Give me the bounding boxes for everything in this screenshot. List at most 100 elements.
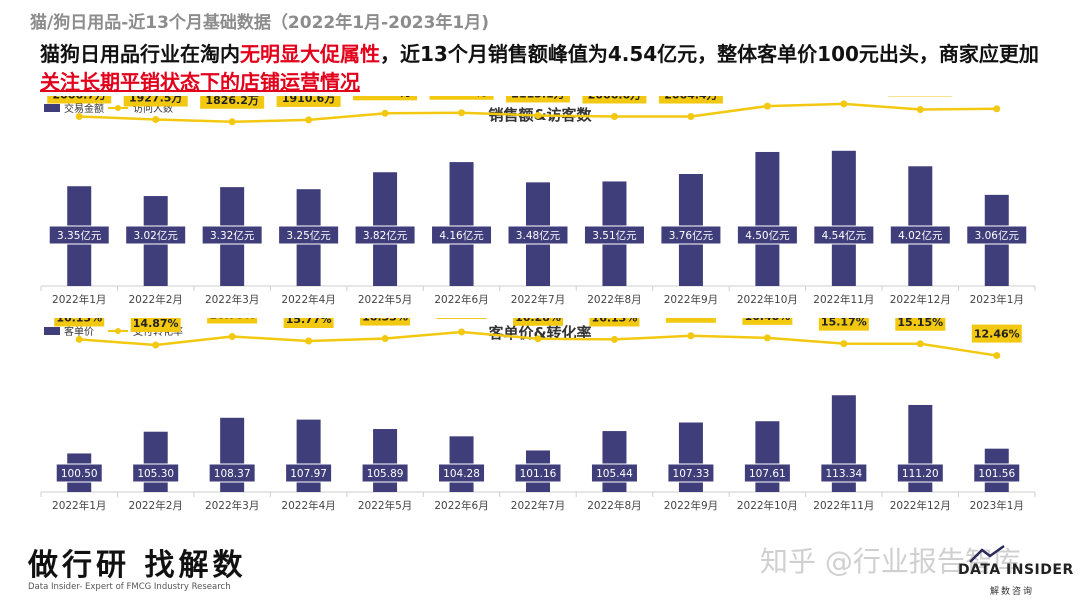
bar-value-label: 113.34 [825, 468, 862, 480]
legend-line-marker [115, 105, 121, 111]
bar-label-box [667, 463, 715, 483]
bar-value-label: 4.02亿元 [898, 229, 943, 242]
x-tick-label: 2022年7月 [511, 293, 565, 306]
footer-slogan: 做行研 找解数 [28, 548, 247, 583]
line-point-1 [75, 112, 83, 120]
line-label-box [47, 96, 112, 104]
x-tick-label: 2022年7月 [511, 499, 565, 512]
bar-label-box [896, 463, 944, 483]
bar-label-box [431, 225, 493, 245]
bar-label-box [201, 225, 263, 245]
line-value-label: 16.96% [668, 318, 714, 321]
line-value-label: 16.33% [362, 318, 408, 324]
footer-subtitle: Data Insider- Expert of FMCG Industry Re… [28, 582, 231, 592]
x-tick-label: 2022年9月 [664, 293, 718, 306]
line-point-10 [763, 102, 771, 110]
line-value-label: 2113.1万 [511, 96, 564, 100]
bar-2 [143, 431, 168, 492]
line-value-label: 16.28% [515, 318, 561, 324]
line-value-label: 2066.7万 [53, 96, 106, 101]
line-value-label: 2066.6万 [588, 96, 641, 101]
bar-10 [755, 151, 780, 286]
bar-label-box [354, 225, 416, 245]
x-tick-label: 2022年4月 [281, 499, 335, 512]
bar-value-label: 100.50 [61, 468, 98, 480]
line-label-box [742, 318, 793, 325]
x-tick-label: 2022年8月 [587, 499, 641, 512]
data-insider-logo-icon [969, 544, 1005, 563]
line-point-9 [687, 332, 695, 340]
x-tick-label: 2022年12月 [890, 293, 951, 306]
x-tick-label: 2022年8月 [587, 293, 641, 306]
line-value-label: 14.87% [133, 318, 179, 330]
line-point-12 [916, 340, 924, 348]
legend-bar-swatch [44, 104, 60, 112]
bar-label-box [48, 225, 110, 245]
bar-value-label: 3.51亿元 [592, 229, 637, 242]
line-point-4 [305, 116, 313, 124]
line-label-box [436, 318, 487, 319]
line-point-2 [152, 116, 160, 124]
line-point-11 [840, 340, 848, 348]
line-point-9 [687, 113, 695, 121]
line-value-label: 2064.4万 [664, 96, 717, 102]
line-label-box [283, 318, 334, 329]
line-label-box [665, 318, 716, 323]
line-value-label: 16.48% [744, 318, 790, 323]
x-tick-label: 2022年11月 [813, 499, 874, 512]
headline-highlight-2: 关注长期平销状态下的店铺运营情况 [40, 70, 360, 94]
bar-value-label: 107.97 [290, 468, 327, 480]
bar-label-box [438, 463, 486, 483]
x-tick-label: 2022年10月 [737, 499, 798, 512]
line-label-box [895, 318, 946, 331]
line-label-box [513, 318, 563, 326]
x-tick-label: 2022年10月 [737, 293, 798, 306]
line-point-1 [75, 335, 83, 343]
line-value-label: 15.17% [821, 318, 867, 329]
line-label-box [589, 318, 640, 327]
line-value-label: 2236.1万 [435, 96, 488, 98]
line-point-8 [610, 335, 618, 343]
headline-part-1: 猫狗日用品行业在淘内 [40, 42, 240, 66]
bar-value-label: 101.16 [520, 468, 557, 480]
brand-name-cn: 解数咨询 [990, 587, 1035, 597]
x-tick-label: 2023年1月 [970, 499, 1024, 512]
bar-label-box [507, 225, 569, 245]
line-label-box [818, 318, 869, 331]
line-label-box [207, 318, 258, 324]
x-tick-label: 2022年1月 [52, 499, 106, 512]
x-tick-label: 2022年6月 [434, 499, 488, 512]
bar-label-box [361, 463, 409, 483]
page-title: 猫/狗日用品-近13个月基础数据（2022年1月-2023年1月) [30, 13, 490, 33]
line-point-5 [381, 109, 389, 117]
bar-value-label: 4.54亿元 [822, 229, 867, 242]
bar-value-label: 3.82亿元 [363, 229, 408, 242]
line-label-box [130, 318, 181, 332]
legend-bar-label: 客单价 [64, 325, 94, 338]
bar-value-label: 105.44 [596, 468, 633, 480]
bar-value-label: 4.16亿元 [439, 229, 484, 242]
bar-label-box [889, 225, 951, 245]
bar-label-box [973, 463, 1021, 483]
bar-label-box [125, 225, 187, 245]
line-point-7 [534, 335, 542, 343]
line-label-box [658, 96, 723, 104]
line-point-8 [610, 112, 618, 120]
brand-name: DATA INSIDER [958, 562, 1074, 578]
watermark: 知乎 @行业报告智库 [760, 545, 1021, 578]
bar-value-label: 3.02亿元 [133, 229, 178, 242]
line-value-label: 15.15% [897, 318, 943, 329]
line-value-label: 15.77% [286, 318, 332, 326]
line-value-label: 16.13% [56, 318, 102, 324]
bar-label-box [660, 225, 722, 245]
line-point-5 [381, 335, 389, 343]
headline-part-3: ，近13个月销售额峰值为4.54亿元，整体客单价100元出头，商家应更加 [380, 42, 1039, 66]
line-point-6 [458, 109, 466, 117]
line-point-2 [152, 341, 160, 349]
line-point-3 [228, 118, 236, 126]
bar-value-label: 108.37 [214, 468, 251, 480]
x-tick-label: 2022年6月 [434, 293, 488, 306]
bar-value-label: 4.50亿元 [745, 229, 790, 242]
line-label-box [582, 96, 647, 104]
